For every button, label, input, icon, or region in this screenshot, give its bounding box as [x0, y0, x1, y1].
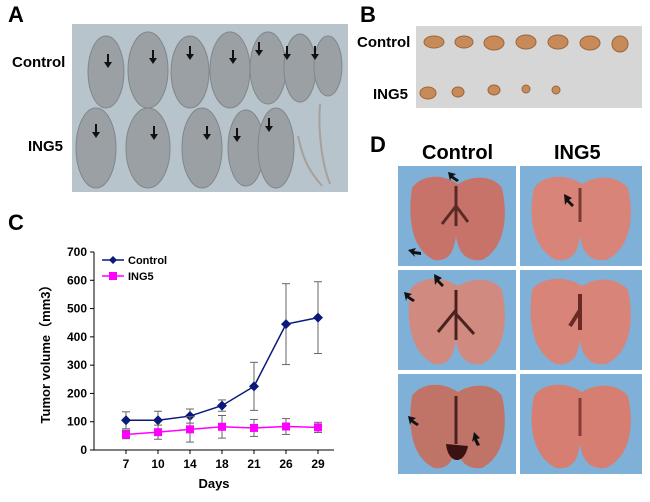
tumor-volume-chart: 0 100 200 300 400 500 600 700 7 10 14 18 21 26 29 Con…	[38, 245, 334, 491]
x-tick-label: 7	[123, 457, 130, 471]
panel-letter-a: A	[8, 2, 24, 27]
data-point	[153, 415, 163, 426]
y-tick-label: 300	[67, 358, 87, 372]
data-point	[185, 411, 195, 422]
panel-a-mice-photo	[72, 24, 348, 192]
data-point	[281, 319, 291, 330]
y-tick-label: 200	[67, 386, 87, 400]
lung-photo-ing5-2	[520, 270, 642, 370]
x-axis-label: Days	[198, 476, 229, 491]
data-point	[121, 415, 131, 426]
y-tick-label: 700	[67, 245, 87, 259]
y-tick-label: 600	[67, 273, 87, 287]
y-axis-label: Tumor volume（mm3）	[38, 279, 53, 424]
panel-b-control-label: Control	[357, 34, 411, 51]
legend-marker	[109, 256, 117, 264]
panel-a-ing5-label: ING5	[28, 138, 64, 155]
data-point	[250, 423, 258, 432]
panel-d-ing5-label: ING5	[554, 142, 601, 164]
data-point	[249, 381, 259, 392]
data-point	[313, 312, 323, 323]
y-tick-label: 100	[67, 415, 87, 429]
x-tick-label: 18	[215, 457, 229, 471]
data-point	[314, 423, 322, 432]
data-point	[186, 425, 194, 434]
panel-d-control-label: Control	[422, 142, 494, 164]
legend-marker	[109, 272, 117, 280]
data-point	[218, 422, 226, 431]
lung-photo-ing5-1	[520, 166, 642, 266]
panel-b-tumors-photo	[416, 26, 642, 108]
lung-photo-control-1	[398, 166, 516, 266]
data-point	[217, 400, 227, 411]
panel-a-control-label: Control	[12, 54, 66, 71]
legend-label: Control	[128, 255, 167, 267]
panel-letter-b: B	[360, 2, 376, 27]
legend-label: ING5	[128, 271, 154, 283]
data-point	[282, 422, 290, 431]
x-tick-label: 14	[183, 457, 197, 471]
chart-legend: Control ING5	[102, 255, 167, 283]
data-point	[122, 430, 130, 439]
x-tick-label: 21	[247, 457, 261, 471]
lung-photo-control-3	[398, 374, 516, 474]
series-ing5	[122, 414, 322, 443]
x-tick-label: 26	[279, 457, 293, 471]
y-tick-label: 0	[80, 443, 87, 457]
lung-photo-control-2	[398, 270, 516, 370]
panel-letter-d: D	[370, 132, 386, 157]
y-tick-label: 400	[67, 330, 87, 344]
data-point	[154, 428, 162, 437]
y-tick-label: 500	[67, 302, 87, 316]
lung-photo-ing5-3	[520, 374, 642, 474]
panel-b-ing5-label: ING5	[373, 86, 409, 103]
series-control	[121, 281, 323, 430]
x-tick-label: 10	[151, 457, 165, 471]
panel-letter-c: C	[8, 210, 24, 235]
x-tick-label: 29	[311, 457, 325, 471]
